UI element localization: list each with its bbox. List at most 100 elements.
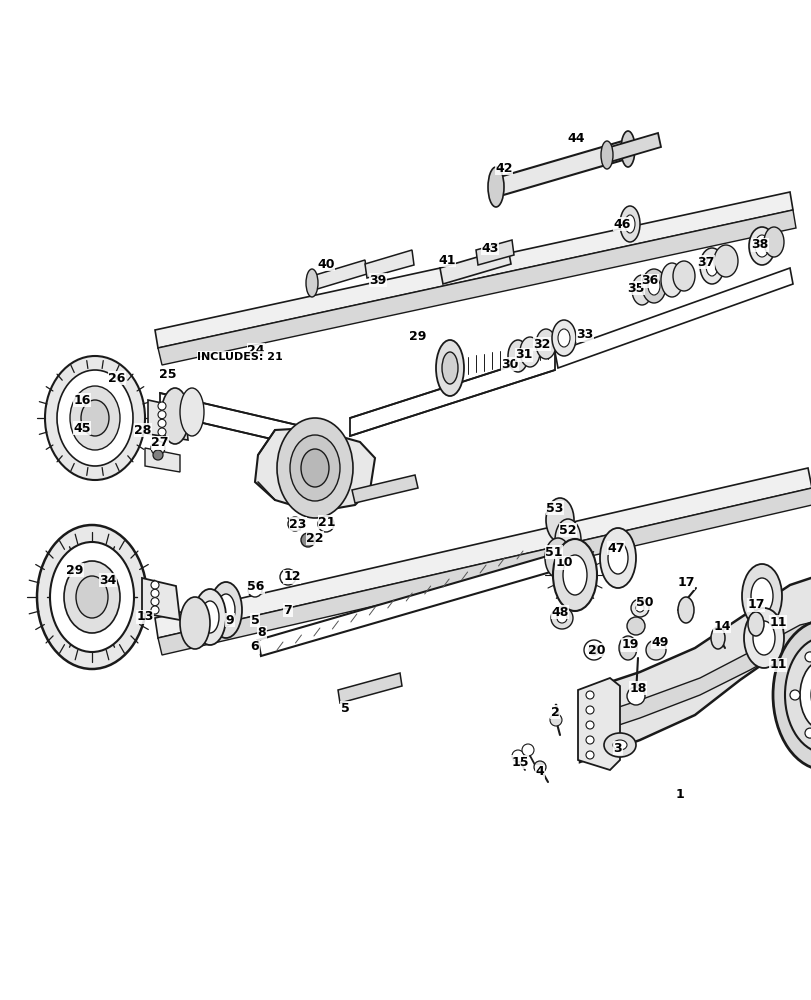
Circle shape bbox=[521, 744, 534, 756]
Circle shape bbox=[151, 598, 159, 606]
Ellipse shape bbox=[672, 261, 694, 291]
Circle shape bbox=[288, 517, 302, 531]
Ellipse shape bbox=[677, 597, 693, 623]
Polygon shape bbox=[155, 468, 811, 638]
Text: 37: 37 bbox=[697, 255, 714, 268]
Ellipse shape bbox=[620, 131, 634, 167]
Polygon shape bbox=[496, 140, 629, 196]
Text: 26: 26 bbox=[108, 371, 126, 384]
Polygon shape bbox=[158, 210, 795, 365]
Circle shape bbox=[586, 706, 594, 714]
Polygon shape bbox=[258, 548, 577, 656]
Ellipse shape bbox=[37, 525, 147, 669]
Ellipse shape bbox=[752, 621, 774, 655]
Ellipse shape bbox=[748, 227, 774, 265]
Circle shape bbox=[588, 645, 599, 655]
Text: 22: 22 bbox=[306, 532, 324, 544]
Ellipse shape bbox=[600, 141, 612, 169]
Ellipse shape bbox=[631, 275, 651, 305]
Circle shape bbox=[151, 589, 159, 597]
Ellipse shape bbox=[799, 659, 811, 731]
Text: 32: 32 bbox=[533, 338, 550, 351]
Polygon shape bbox=[579, 618, 811, 738]
Polygon shape bbox=[337, 673, 401, 703]
Text: 2: 2 bbox=[550, 706, 559, 718]
Circle shape bbox=[534, 761, 545, 773]
Polygon shape bbox=[311, 260, 367, 290]
Ellipse shape bbox=[713, 245, 737, 277]
Circle shape bbox=[804, 652, 811, 662]
Text: 29: 29 bbox=[67, 564, 84, 576]
Text: 8: 8 bbox=[257, 626, 266, 640]
Ellipse shape bbox=[772, 620, 811, 770]
Circle shape bbox=[158, 428, 165, 436]
Circle shape bbox=[247, 583, 262, 597]
Text: 15: 15 bbox=[511, 756, 528, 768]
Circle shape bbox=[586, 736, 594, 744]
Circle shape bbox=[301, 533, 315, 547]
Ellipse shape bbox=[277, 418, 353, 518]
Polygon shape bbox=[440, 248, 510, 284]
Text: 28: 28 bbox=[134, 424, 152, 436]
Ellipse shape bbox=[301, 449, 328, 487]
Text: 27: 27 bbox=[151, 436, 169, 450]
Ellipse shape bbox=[562, 555, 586, 595]
Polygon shape bbox=[142, 578, 180, 620]
Ellipse shape bbox=[487, 167, 504, 207]
Ellipse shape bbox=[754, 235, 768, 257]
Ellipse shape bbox=[699, 248, 723, 284]
Circle shape bbox=[158, 402, 165, 410]
Ellipse shape bbox=[620, 206, 639, 242]
Ellipse shape bbox=[544, 538, 570, 578]
Text: 14: 14 bbox=[712, 619, 730, 633]
Text: 23: 23 bbox=[289, 518, 307, 530]
Circle shape bbox=[151, 581, 159, 589]
Polygon shape bbox=[350, 352, 554, 436]
Ellipse shape bbox=[750, 578, 772, 614]
Ellipse shape bbox=[710, 627, 724, 649]
Text: 17: 17 bbox=[676, 576, 694, 589]
Text: 53: 53 bbox=[546, 502, 563, 514]
Ellipse shape bbox=[810, 675, 811, 715]
Text: 11: 11 bbox=[768, 658, 786, 672]
Ellipse shape bbox=[161, 388, 189, 444]
Polygon shape bbox=[475, 240, 513, 265]
Ellipse shape bbox=[50, 542, 134, 652]
Ellipse shape bbox=[603, 733, 635, 757]
Ellipse shape bbox=[441, 352, 457, 384]
Ellipse shape bbox=[70, 386, 120, 450]
Text: 9: 9 bbox=[225, 613, 234, 626]
Polygon shape bbox=[577, 678, 620, 770]
Circle shape bbox=[630, 599, 648, 617]
Ellipse shape bbox=[552, 539, 596, 611]
Circle shape bbox=[152, 450, 163, 460]
Circle shape bbox=[635, 604, 643, 612]
Ellipse shape bbox=[599, 528, 635, 588]
Ellipse shape bbox=[436, 340, 463, 396]
Ellipse shape bbox=[747, 612, 763, 636]
Polygon shape bbox=[158, 488, 811, 655]
Text: 19: 19 bbox=[620, 639, 638, 652]
Text: 38: 38 bbox=[750, 238, 768, 251]
Text: 17: 17 bbox=[746, 598, 764, 611]
Text: 52: 52 bbox=[559, 524, 576, 536]
Circle shape bbox=[586, 691, 594, 699]
Polygon shape bbox=[579, 575, 811, 762]
Ellipse shape bbox=[624, 215, 634, 233]
Circle shape bbox=[280, 569, 296, 585]
Ellipse shape bbox=[217, 594, 234, 626]
Circle shape bbox=[646, 640, 665, 660]
Circle shape bbox=[551, 607, 573, 629]
Polygon shape bbox=[148, 400, 188, 440]
Ellipse shape bbox=[519, 337, 539, 367]
Text: 43: 43 bbox=[481, 241, 498, 254]
Text: 56: 56 bbox=[247, 580, 264, 593]
Ellipse shape bbox=[763, 227, 783, 257]
Ellipse shape bbox=[741, 564, 781, 628]
Circle shape bbox=[804, 728, 811, 738]
Ellipse shape bbox=[194, 589, 225, 645]
Ellipse shape bbox=[642, 269, 665, 303]
Ellipse shape bbox=[618, 636, 636, 660]
Text: INCLUDES: 21: INCLUDES: 21 bbox=[197, 352, 282, 362]
Circle shape bbox=[586, 721, 594, 729]
